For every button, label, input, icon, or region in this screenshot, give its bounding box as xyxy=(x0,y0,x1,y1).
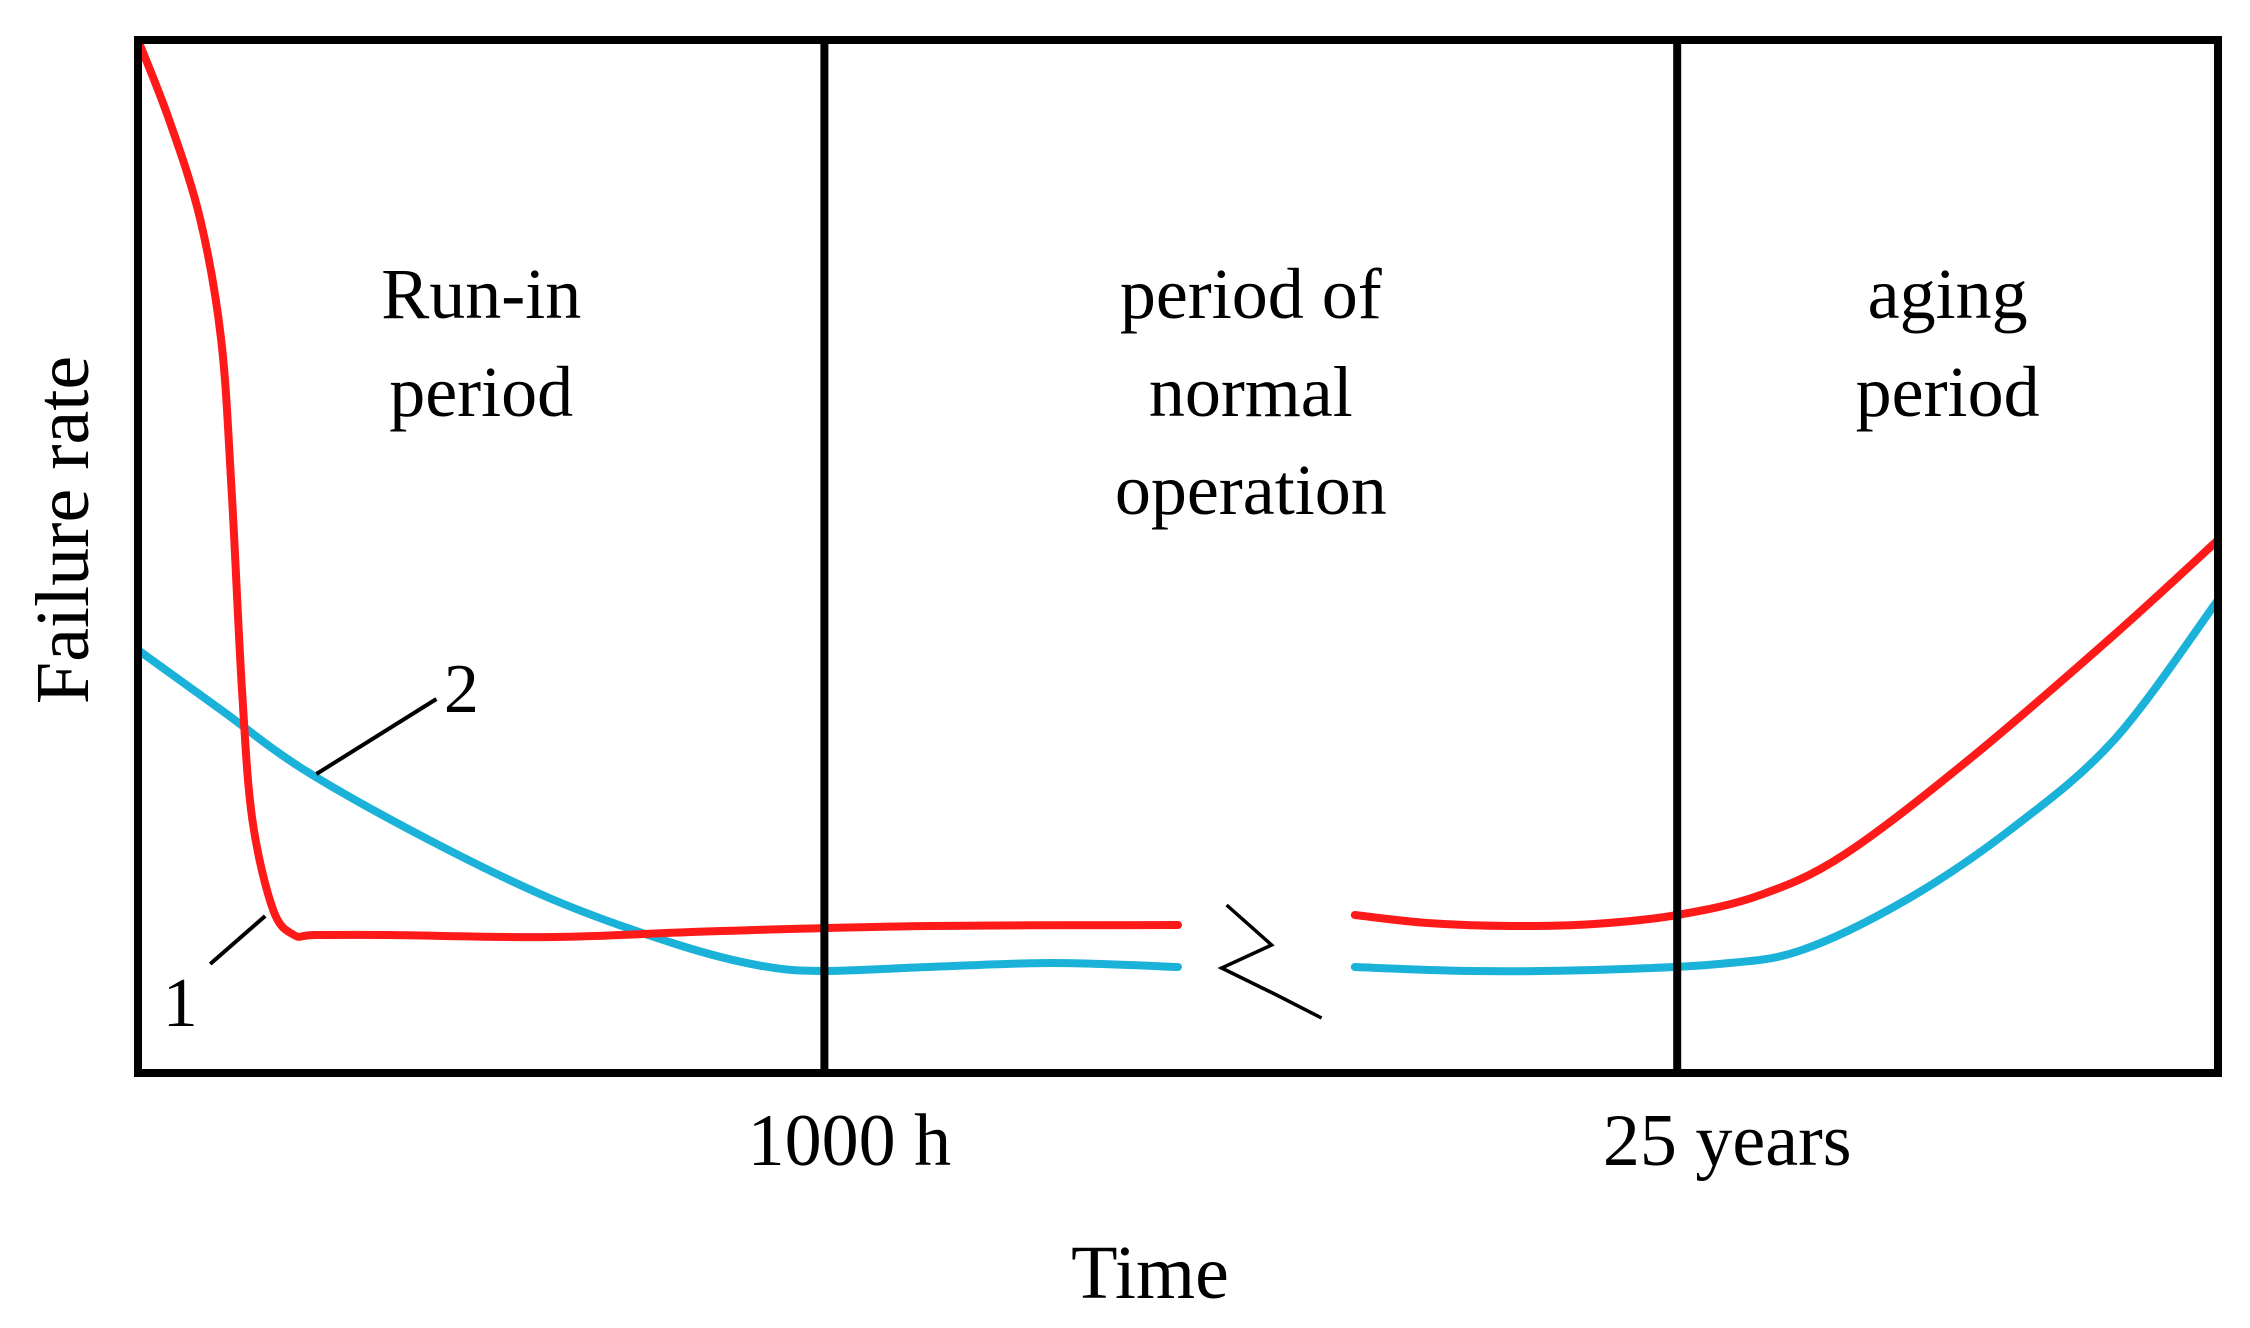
x-axis-title: Time xyxy=(1071,1231,1229,1315)
series-2-segment-2 xyxy=(1350,596,2222,976)
curve-label-1-leader xyxy=(208,914,267,966)
period-label-2-line-1: period of xyxy=(1120,254,1382,334)
period-label-3-line-1: aging xyxy=(1868,254,2028,334)
y-axis-title: Failure rate xyxy=(21,356,105,704)
period-label-1: Run-in period xyxy=(381,254,581,432)
period-label-3: aging period xyxy=(1856,254,2040,432)
x-tick-label-1: 1000 h xyxy=(748,1100,952,1182)
axis-break-mark xyxy=(1217,903,1323,1020)
plot-frame-layer xyxy=(134,36,2222,1077)
period-label-2-line-2: normal xyxy=(1149,352,1353,432)
series-1-segment-1 xyxy=(134,36,1182,942)
period-label-1-line-2: period xyxy=(389,352,573,432)
series-1-segment-2 xyxy=(1350,536,2222,931)
annotations-layer xyxy=(208,697,1323,1020)
period-label-3-line-2: period xyxy=(1856,352,2040,432)
period-label-2: period of normal operation xyxy=(1115,254,1387,530)
plot-frame xyxy=(134,36,2222,1077)
period-label-1-line-1: Run-in xyxy=(381,254,581,334)
x-tick-label-2: 25 years xyxy=(1603,1100,1852,1182)
curve-label-2-leader xyxy=(315,697,438,776)
series-2-segment-1 xyxy=(134,646,1182,976)
period-label-2-line-3: operation xyxy=(1115,450,1387,530)
curve-label-2: 2 xyxy=(444,651,479,728)
curve-label-1: 1 xyxy=(163,965,198,1042)
curves-layer xyxy=(134,36,2222,976)
labels-layer: 1 2 Run-in period period of normal operation ag… xyxy=(21,254,2040,1315)
